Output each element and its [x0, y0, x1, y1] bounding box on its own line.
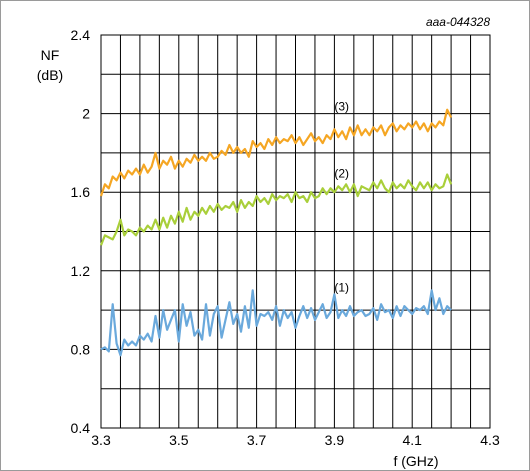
y-tick-label: 2.4: [71, 27, 91, 43]
y-tick-label: 0.4: [71, 420, 91, 436]
x-tick-label: 4.1: [402, 432, 422, 448]
x-tick-label: 3.7: [247, 432, 267, 448]
x-tick-label: 4.3: [480, 432, 500, 448]
y-tick-label: 1.6: [71, 184, 91, 200]
y-tick-label: 2: [82, 106, 90, 122]
series-line-1: [100, 289, 452, 357]
plot-area-border: [100, 34, 491, 429]
y-tick-label: 0.8: [71, 341, 91, 357]
y-axis-label-line-2: (dB): [37, 67, 63, 83]
series-label-1: (1): [334, 280, 349, 294]
figure-code: aaa-044328: [426, 15, 490, 29]
labels-layer: 0.4 0.8 1.2 1.6 2 2.4 3.3 3.5 3.7 3.9 4.1 4.3 (1) (2)…: [71, 27, 500, 448]
series-label-2: (2): [334, 166, 349, 180]
y-tick-label: 1.2: [71, 263, 91, 279]
x-tick-label: 3.5: [169, 432, 189, 448]
grid: [101, 35, 490, 428]
series-line-2: [99, 173, 453, 246]
x-tick-label: 3.9: [325, 432, 345, 448]
series-label-3: (3): [334, 100, 349, 114]
series-line-3: [99, 108, 453, 197]
y-axis-label-line-1: NF: [41, 47, 60, 63]
x-tick-label: 3.3: [91, 432, 111, 448]
x-axis-label: f (GHz): [393, 453, 438, 469]
series-layer: [99, 108, 453, 357]
